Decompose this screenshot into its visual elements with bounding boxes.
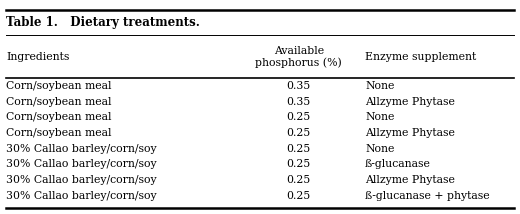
Text: 30% Callao barley/corn/soy: 30% Callao barley/corn/soy <box>6 144 157 154</box>
Text: 0.35: 0.35 <box>287 97 311 107</box>
Text: Corn/soybean meal: Corn/soybean meal <box>6 128 112 138</box>
Text: Available
phosphorus (%): Available phosphorus (%) <box>255 46 342 68</box>
Text: ß-glucanase: ß-glucanase <box>365 159 431 169</box>
Text: Allzyme Phytase: Allzyme Phytase <box>365 128 455 138</box>
Text: Corn/soybean meal: Corn/soybean meal <box>6 81 112 91</box>
Text: Ingredients: Ingredients <box>6 52 70 62</box>
Text: Allzyme Phytase: Allzyme Phytase <box>365 97 455 107</box>
Text: Corn/soybean meal: Corn/soybean meal <box>6 97 112 107</box>
Text: Table 1.   Dietary treatments.: Table 1. Dietary treatments. <box>6 16 200 29</box>
Text: None: None <box>365 81 394 91</box>
Text: 0.25: 0.25 <box>287 112 311 122</box>
Text: None: None <box>365 144 394 154</box>
Text: 0.25: 0.25 <box>287 128 311 138</box>
Text: 0.25: 0.25 <box>287 191 311 201</box>
Text: 30% Callao barley/corn/soy: 30% Callao barley/corn/soy <box>6 191 157 201</box>
Text: Allzyme Phytase: Allzyme Phytase <box>365 175 455 185</box>
Text: 0.35: 0.35 <box>287 81 311 91</box>
Text: 0.25: 0.25 <box>287 159 311 169</box>
Text: 0.25: 0.25 <box>287 144 311 154</box>
Text: ß-glucanase + phytase: ß-glucanase + phytase <box>365 191 490 201</box>
Text: Corn/soybean meal: Corn/soybean meal <box>6 112 112 122</box>
Text: 30% Callao barley/corn/soy: 30% Callao barley/corn/soy <box>6 159 157 169</box>
Text: None: None <box>365 112 394 122</box>
Text: 30% Callao barley/corn/soy: 30% Callao barley/corn/soy <box>6 175 157 185</box>
Text: Enzyme supplement: Enzyme supplement <box>365 52 476 62</box>
Text: 0.25: 0.25 <box>287 175 311 185</box>
